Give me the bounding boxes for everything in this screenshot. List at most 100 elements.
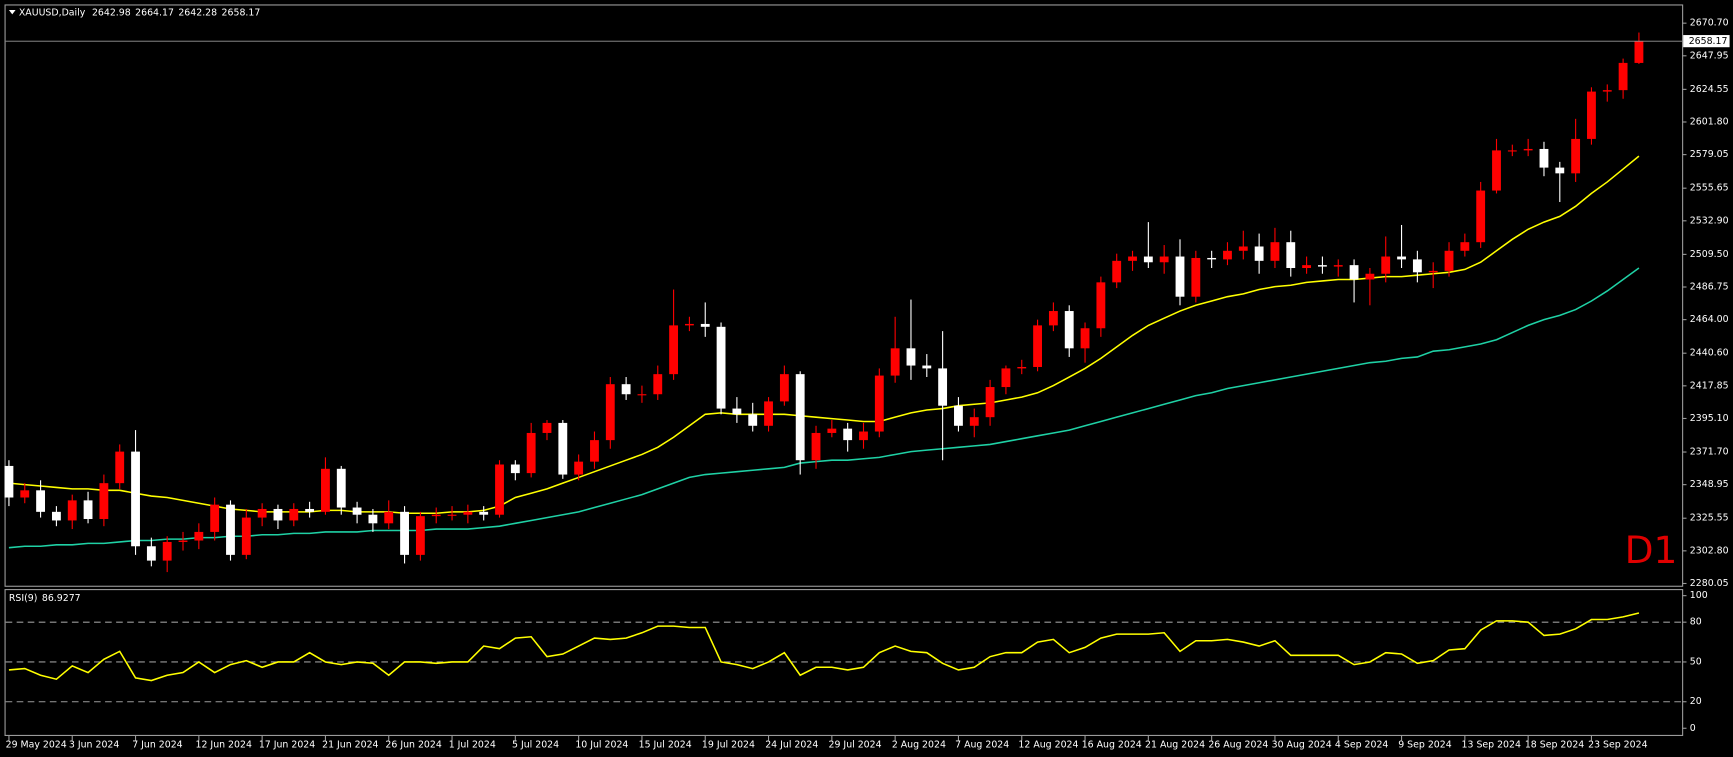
symbol: XAUUSD,Daily: [19, 7, 86, 18]
candle-body: [985, 387, 995, 418]
candle-body: [1238, 246, 1248, 251]
x-tick-label: 19 Jul 2024: [702, 739, 755, 750]
x-tick-label: 1 Jul 2024: [449, 739, 496, 750]
rsi-title: RSI(9): [9, 592, 38, 603]
y-tick-label: 2532.90: [1690, 215, 1729, 226]
candle-body: [36, 490, 46, 512]
y-tick-label: 2624.55: [1690, 84, 1729, 95]
y-tick-label: 20: [1690, 696, 1702, 707]
candle-body: [1523, 148, 1533, 151]
candle-body: [764, 401, 773, 426]
x-tick-label: 24 Jul 2024: [765, 739, 818, 750]
x-tick-label: 7 Jun 2024: [132, 739, 182, 750]
y-tick-label: 2579.05: [1690, 149, 1729, 160]
candle-body: [1602, 90, 1612, 92]
candle-body: [1270, 242, 1280, 261]
candle-body: [969, 417, 979, 426]
candle-body: [400, 511, 409, 555]
candle-body: [1428, 270, 1438, 273]
rsi-header: RSI(9) 86.9277: [9, 592, 81, 603]
candle-body: [305, 508, 315, 512]
x-tick-label: 10 Jul 2024: [575, 739, 628, 750]
y-tick-label: 2417.85: [1690, 380, 1729, 391]
collapse-icon[interactable]: [8, 9, 16, 15]
candle-body: [621, 384, 631, 395]
candle-body: [732, 408, 742, 415]
candle-body: [1223, 250, 1232, 260]
x-tick-label: 5 Jul 2024: [512, 739, 559, 750]
last-price-label: 2658.17: [1689, 36, 1728, 47]
candle-body: [1539, 148, 1549, 168]
x-tick-label: 23 Sep 2024: [1588, 739, 1647, 750]
candle-body: [779, 374, 789, 402]
candle-body: [1365, 273, 1375, 280]
candle-body: [827, 428, 837, 433]
candle-body: [273, 508, 283, 521]
candle-body: [51, 511, 61, 521]
x-tick-label: 12 Jun 2024: [196, 739, 252, 750]
x-tick-label: 26 Jun 2024: [385, 739, 441, 750]
candle-body: [542, 422, 552, 433]
candle-body: [1571, 138, 1581, 174]
y-tick-label: 50: [1690, 656, 1702, 667]
y-tick-label: 2486.75: [1690, 282, 1729, 293]
candle-body: [479, 511, 489, 515]
y-tick-label: 2395.10: [1690, 413, 1729, 424]
candle-body: [1318, 265, 1327, 267]
candle-body: [1349, 265, 1359, 280]
price-panel-frame: [4, 4, 1684, 587]
candle-body: [906, 348, 916, 366]
candle-body: [1381, 256, 1391, 274]
x-tick-label: 9 Sep 2024: [1398, 739, 1451, 750]
timeframe-watermark: D1: [1625, 528, 1678, 572]
candle-body: [1017, 366, 1027, 369]
candle-body: [463, 511, 473, 515]
candle-body: [368, 514, 378, 524]
y-tick-label: 2647.95: [1690, 50, 1729, 61]
candle-body: [811, 432, 821, 461]
candle-body: [890, 348, 900, 376]
y-tick-label: 2371.70: [1690, 447, 1729, 458]
candle-body: [605, 384, 615, 441]
candle-body: [1618, 62, 1628, 91]
candle-body: [321, 468, 330, 512]
x-tick-label: 21 Aug 2024: [1145, 739, 1205, 750]
candle-body: [289, 508, 299, 521]
candle-body: [1191, 257, 1201, 297]
y-tick-label: 2302.80: [1690, 545, 1729, 556]
candle-body: [1175, 256, 1185, 297]
candle-body: [241, 517, 251, 555]
candle-body: [1033, 325, 1042, 367]
candle-body: [1476, 190, 1486, 243]
y-tick-label: 2440.60: [1690, 348, 1729, 359]
y-tick-label: 2464.00: [1690, 314, 1729, 325]
x-tick-label: 26 Aug 2024: [1208, 739, 1268, 750]
candle-body: [4, 465, 14, 498]
x-tick-label: 18 Sep 2024: [1525, 739, 1584, 750]
candle-body: [1444, 250, 1454, 271]
x-tick-label: 17 Jun 2024: [259, 739, 315, 750]
y-tick-label: 0: [1690, 723, 1696, 734]
candle-body: [115, 451, 125, 484]
candle-body: [510, 464, 520, 474]
candle-body: [1207, 257, 1217, 260]
candle-body: [178, 540, 188, 542]
candle-body: [1507, 150, 1517, 152]
candle-body: [1634, 41, 1644, 63]
candle-body: [384, 511, 394, 524]
candle-body: [637, 394, 647, 396]
candle-body: [336, 468, 346, 508]
candle-body: [20, 490, 30, 498]
y-tick-label: 2348.95: [1690, 479, 1729, 490]
candle-body: [1492, 150, 1501, 191]
candle-body: [843, 428, 853, 441]
candle-body: [1254, 246, 1264, 261]
y-tick-label: 2555.65: [1690, 183, 1729, 194]
candle-body: [226, 504, 235, 555]
x-tick-label: 16 Aug 2024: [1082, 739, 1142, 750]
indicator-line: [8, 612, 1640, 682]
candle-body: [210, 504, 220, 532]
candle-body: [1555, 167, 1565, 174]
candle-body: [1096, 282, 1106, 329]
candle-body: [67, 500, 77, 521]
